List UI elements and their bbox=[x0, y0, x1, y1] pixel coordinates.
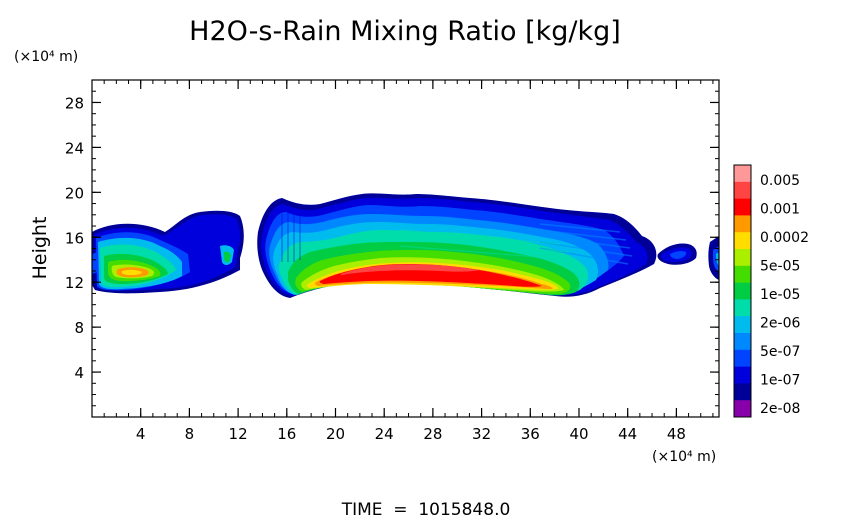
colorbar-swatch bbox=[734, 400, 751, 418]
colorbar-label: 0.001 bbox=[760, 202, 800, 218]
y-axis-label: Height bbox=[29, 217, 51, 280]
colorbar-swatch bbox=[734, 333, 751, 351]
contour-region-main-band bbox=[257, 193, 657, 298]
colorbar-label: 1e-07 bbox=[760, 373, 800, 389]
x-tick-label: 40 bbox=[569, 425, 588, 443]
x-tick-label: 16 bbox=[277, 425, 296, 443]
colorbar: 0.005 0.001 0.0002 5e-05 1e-05 2e-06 5e-07 1e-0… bbox=[733, 164, 809, 418]
chart-title: H2O-s-Rain Mixing Ratio [kg/kg] bbox=[189, 16, 621, 47]
x-tick-label: 32 bbox=[472, 425, 491, 443]
colorbar-swatch bbox=[734, 265, 751, 283]
y-tick-label: 20 bbox=[65, 184, 84, 202]
x-tick-label: 36 bbox=[521, 425, 540, 443]
y-tick-label: 24 bbox=[65, 139, 84, 157]
colorbar-swatch bbox=[734, 215, 751, 233]
colorbar-swatch bbox=[734, 282, 751, 300]
x-tick-label: 48 bbox=[667, 425, 686, 443]
colorbar-label: 0.0002 bbox=[760, 230, 809, 246]
x-tick-label: 24 bbox=[375, 425, 394, 443]
colorbar-swatch bbox=[734, 316, 751, 334]
x-tick-label: 20 bbox=[326, 425, 345, 443]
x-tick-label: 8 bbox=[185, 425, 195, 443]
colorbar-label: 5e-07 bbox=[760, 344, 800, 360]
y-tick-label: 16 bbox=[65, 229, 84, 247]
colorbar-swatch bbox=[734, 349, 751, 367]
y-tick-label: 4 bbox=[74, 364, 84, 382]
y-tick-label: 28 bbox=[65, 94, 84, 112]
contour-region-east-fragments bbox=[92, 236, 719, 280]
colorbar-swatch bbox=[734, 383, 751, 401]
x-tick-label: 44 bbox=[618, 425, 637, 443]
time-label: TIME = 1015848.0 bbox=[341, 500, 511, 519]
y-tick-label: 12 bbox=[65, 274, 84, 292]
colorbar-swatch bbox=[734, 232, 751, 250]
contour-region-west-cloud bbox=[92, 210, 244, 294]
contour-field bbox=[92, 193, 719, 298]
colorbar-label: 1e-05 bbox=[760, 287, 800, 303]
x-tick-label: 28 bbox=[423, 425, 442, 443]
colorbar-label: 5e-05 bbox=[760, 259, 800, 275]
x-unit-label: (×10⁴ m) bbox=[652, 449, 716, 465]
colorbar-swatch bbox=[734, 366, 751, 384]
colorbar-label: 2e-08 bbox=[760, 401, 800, 417]
x-tick-label: 12 bbox=[229, 425, 248, 443]
colorbar-swatch bbox=[734, 181, 751, 199]
colorbar-label: 2e-06 bbox=[760, 316, 800, 332]
colorbar-label: 0.005 bbox=[760, 173, 800, 189]
colorbar-swatch bbox=[734, 299, 751, 317]
colorbar-frame bbox=[733, 164, 752, 418]
x-tick-label: 4 bbox=[136, 425, 146, 443]
y-tick-label: 8 bbox=[74, 319, 84, 337]
colorbar-swatch bbox=[734, 198, 751, 216]
colorbar-swatch bbox=[734, 249, 751, 267]
colorbar-swatch bbox=[734, 165, 751, 183]
y-unit-label: (×10⁴ m) bbox=[14, 49, 78, 65]
